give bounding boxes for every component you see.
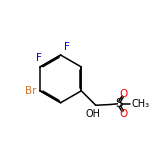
- Text: O: O: [119, 89, 127, 99]
- Text: S: S: [115, 97, 123, 110]
- Text: OH: OH: [85, 109, 100, 119]
- Text: CH₃: CH₃: [132, 99, 150, 109]
- Text: Br: Br: [25, 86, 36, 96]
- Text: O: O: [119, 109, 127, 119]
- Text: F: F: [36, 53, 41, 63]
- Text: F: F: [64, 42, 70, 52]
